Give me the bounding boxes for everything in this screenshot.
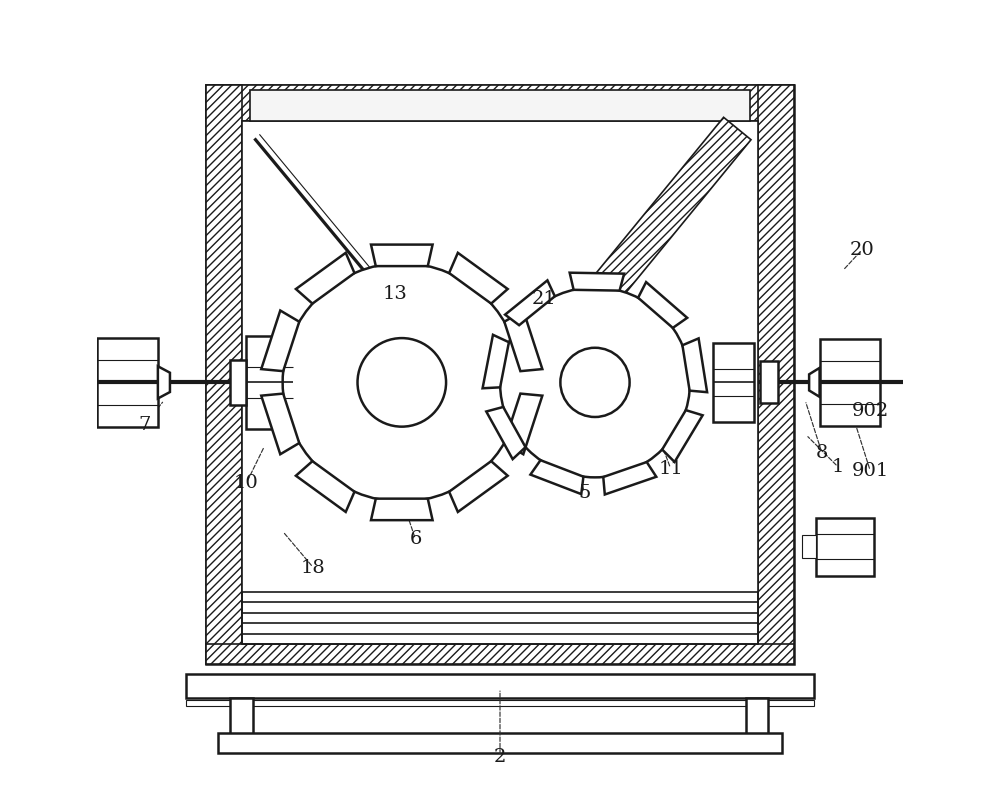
Text: 13: 13 <box>383 285 408 303</box>
Bar <box>230 361 246 404</box>
Polygon shape <box>486 407 526 459</box>
Bar <box>97 338 158 427</box>
Polygon shape <box>449 253 508 303</box>
Polygon shape <box>809 368 820 397</box>
Text: 7: 7 <box>138 416 150 434</box>
Polygon shape <box>158 366 170 398</box>
Text: 902: 902 <box>852 402 889 419</box>
Bar <box>186 674 814 698</box>
Bar <box>218 733 782 753</box>
Text: 1: 1 <box>832 458 844 476</box>
Text: 5: 5 <box>578 484 591 502</box>
Circle shape <box>283 263 521 502</box>
Polygon shape <box>261 394 299 454</box>
Bar <box>246 336 293 428</box>
Text: 10: 10 <box>234 474 259 492</box>
Text: 2: 2 <box>494 748 506 766</box>
Polygon shape <box>296 253 354 303</box>
Bar <box>250 90 750 121</box>
Polygon shape <box>662 410 703 462</box>
Bar <box>206 85 794 664</box>
Polygon shape <box>261 311 299 371</box>
Polygon shape <box>505 280 555 325</box>
Bar <box>820 339 880 426</box>
Bar <box>206 644 794 664</box>
Bar <box>802 535 816 558</box>
Polygon shape <box>296 461 354 512</box>
Polygon shape <box>449 461 508 512</box>
Bar <box>758 85 794 664</box>
Circle shape <box>500 287 690 477</box>
Polygon shape <box>530 460 583 494</box>
Text: 6: 6 <box>409 530 422 548</box>
Polygon shape <box>682 338 707 392</box>
Circle shape <box>358 338 446 427</box>
Text: 11: 11 <box>658 460 683 477</box>
Polygon shape <box>638 282 687 328</box>
Polygon shape <box>371 498 433 520</box>
Bar <box>760 361 778 403</box>
Polygon shape <box>504 311 542 371</box>
Bar <box>242 121 758 644</box>
Polygon shape <box>504 394 542 454</box>
Bar <box>206 85 794 121</box>
Circle shape <box>560 348 630 417</box>
Bar <box>816 518 874 576</box>
Bar <box>713 343 754 422</box>
Bar <box>206 85 242 664</box>
Text: 21: 21 <box>532 291 557 308</box>
Bar <box>230 698 253 744</box>
Bar <box>746 698 768 744</box>
Bar <box>186 700 814 706</box>
Text: 901: 901 <box>852 462 889 480</box>
Text: 18: 18 <box>301 559 326 576</box>
Polygon shape <box>483 335 509 388</box>
Text: 20: 20 <box>850 241 875 258</box>
Polygon shape <box>579 118 751 317</box>
Polygon shape <box>371 245 433 266</box>
Text: 8: 8 <box>816 444 828 462</box>
Polygon shape <box>603 462 656 494</box>
Polygon shape <box>570 273 624 291</box>
